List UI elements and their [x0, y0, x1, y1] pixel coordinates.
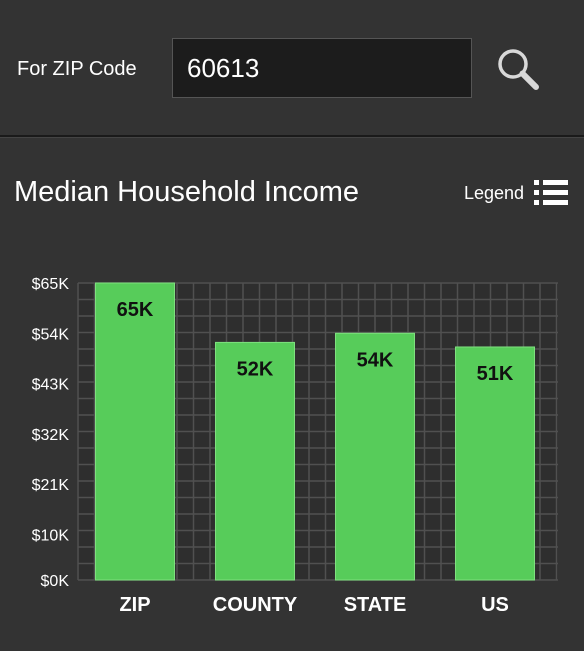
search-bar: For ZIP Code: [0, 0, 584, 137]
chart-title: Median Household Income: [14, 176, 359, 208]
list-icon: [534, 180, 569, 205]
bar-us: [455, 346, 535, 581]
bar-county: [215, 341, 295, 581]
zip-code-input[interactable]: [172, 38, 472, 98]
zip-code-label: For ZIP Code: [17, 58, 137, 80]
legend-label: Legend: [464, 182, 525, 203]
search-icon: [498, 49, 539, 90]
bar-zip: [95, 282, 175, 581]
bar-state: [335, 332, 415, 581]
legend-button[interactable]: Legend: [464, 178, 569, 208]
search-button[interactable]: [494, 46, 540, 92]
